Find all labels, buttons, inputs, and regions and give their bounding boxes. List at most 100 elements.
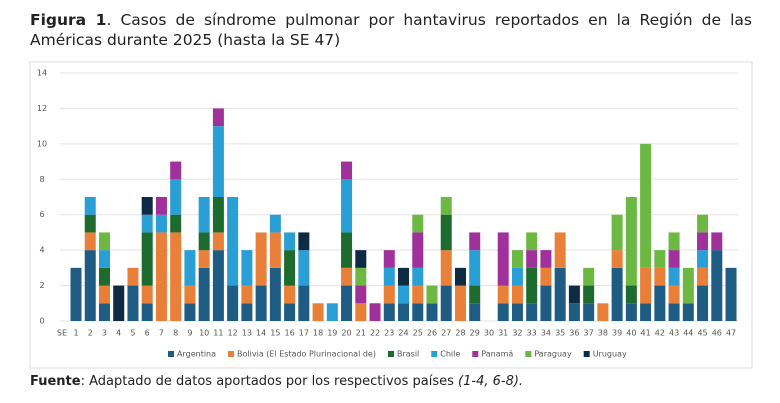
bar-segment [668, 285, 680, 304]
bar-segment [198, 197, 210, 233]
x-tick-label: 7 [159, 329, 164, 338]
x-tick-label: 18 [313, 329, 323, 338]
x-tick-label: 13 [242, 329, 252, 338]
bar-segment [440, 250, 452, 286]
x-tick-label: 1 [73, 329, 78, 338]
bar-segment [640, 267, 652, 304]
bar-segment [611, 250, 623, 268]
bar-segment [269, 267, 281, 321]
bar-segment [212, 250, 224, 321]
bar-segment [697, 250, 709, 268]
bar-segment [511, 267, 523, 286]
x-tick-label: 21 [356, 329, 366, 338]
bar-segment [84, 214, 96, 233]
bar-segment [682, 303, 694, 321]
bar-segment [383, 285, 395, 304]
bar-segment [383, 267, 395, 286]
bar-segment [511, 250, 523, 268]
legend-label: Uruguay [593, 350, 627, 359]
x-axis-label: SE [57, 329, 67, 338]
bar-segment [568, 285, 580, 304]
bar-segment [711, 250, 723, 321]
bar-segment [141, 303, 153, 321]
x-tick-label: 47 [726, 329, 736, 338]
legend-label: Panamá [481, 350, 513, 359]
x-tick-label: 14 [256, 329, 266, 338]
x-tick-label: 22 [370, 329, 380, 338]
bar-segment [454, 267, 466, 286]
y-tick-label: 14 [37, 69, 47, 78]
bar-segment [369, 303, 381, 321]
x-tick-label: 23 [384, 329, 394, 338]
bar-segment [383, 250, 395, 268]
bar-segment [540, 250, 552, 268]
x-tick-label: 24 [398, 329, 408, 338]
bar-segment [170, 232, 182, 321]
bar-segment [526, 303, 538, 321]
source-label: Fuente [30, 374, 81, 389]
bar-segment [497, 232, 509, 286]
bar-segment [155, 232, 167, 321]
bar-segment [526, 232, 538, 251]
bar-segment [540, 285, 552, 321]
bar-segment [426, 285, 438, 304]
bar-segment [241, 250, 253, 286]
x-tick-label: 46 [712, 329, 722, 338]
legend-swatch [431, 351, 438, 357]
bar-segment [141, 232, 153, 286]
bar-segment [98, 250, 110, 268]
x-tick-label: 25 [413, 329, 423, 338]
bar-segment [668, 267, 680, 286]
x-tick-label: 29 [470, 329, 480, 338]
bar-segment [255, 285, 267, 321]
x-tick-label: 4 [116, 329, 121, 338]
y-tick-label: 6 [39, 210, 44, 219]
bar-segment [341, 179, 353, 233]
bar-segment [554, 267, 566, 321]
bar-segment [198, 232, 210, 251]
x-tick-label: 20 [341, 329, 351, 338]
legend-swatch [387, 351, 394, 357]
bar-segment [440, 214, 452, 251]
legend-label: Paraguay [534, 350, 572, 359]
bar-segment [568, 303, 580, 321]
x-tick-label: 33 [527, 329, 537, 338]
bar-segment [355, 267, 367, 286]
bar-segment [682, 267, 694, 304]
bar-segment [241, 303, 253, 321]
bar-segment [298, 285, 310, 321]
x-tick-label: 2 [88, 329, 93, 338]
x-tick-label: 11 [213, 329, 223, 338]
bar-segment [725, 267, 737, 321]
bar-segment [654, 285, 666, 321]
legend-swatch [168, 351, 174, 357]
bar-segment [469, 250, 481, 286]
y-tick-label: 10 [37, 139, 47, 148]
x-tick-label: 9 [187, 329, 192, 338]
y-tick-label: 0 [39, 317, 44, 326]
bar-segment [184, 303, 196, 321]
bar-segment [440, 285, 452, 321]
bar-segment [113, 285, 125, 321]
bar-segment [469, 285, 481, 304]
bar-segment [127, 285, 139, 321]
x-tick-label: 5 [130, 329, 135, 338]
x-tick-label: 10 [199, 329, 209, 338]
x-tick-label: 30 [484, 329, 494, 338]
legend-swatch [525, 351, 532, 357]
x-tick-label: 43 [669, 329, 679, 338]
bar-segment [497, 285, 509, 304]
bar-segment [511, 303, 523, 321]
bar-segment [469, 303, 481, 321]
bar-segment [426, 303, 438, 321]
x-tick-label: 36 [569, 329, 579, 338]
bar-segment [398, 285, 410, 304]
x-tick-label: 38 [598, 329, 608, 338]
bar-segment [654, 267, 666, 286]
legend-label: Chile [440, 350, 460, 359]
bar-segment [611, 267, 623, 321]
bar-segment [355, 285, 367, 304]
bar-segment [84, 197, 96, 215]
bar-segment [668, 232, 680, 251]
